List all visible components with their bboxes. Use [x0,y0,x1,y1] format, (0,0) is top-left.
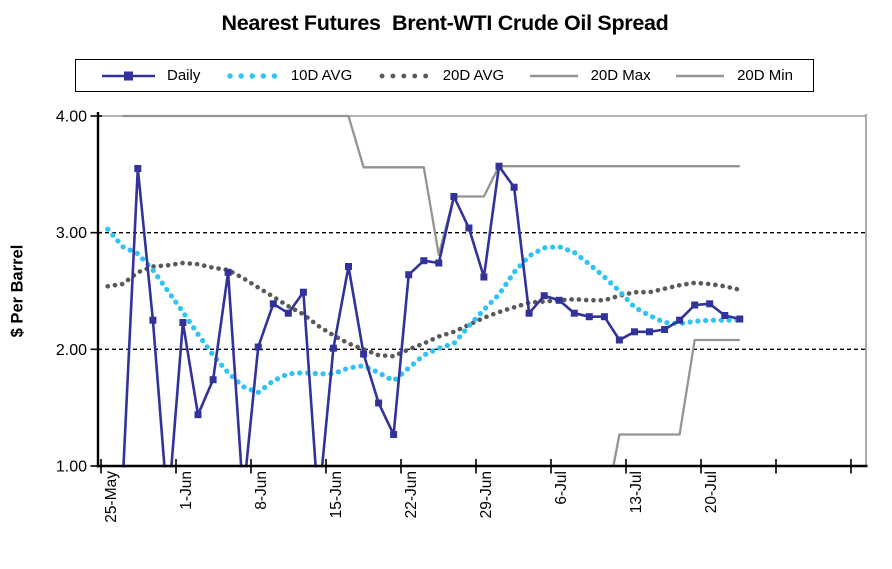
daily-marker [375,399,383,407]
daily-marker [555,296,563,304]
daily-marker [615,336,623,344]
daily-marker [345,263,352,270]
legend-label-20d-max: 20D Max [590,67,651,84]
daily-marker [209,376,217,384]
legend-item-20d-min: 20D Min [674,67,793,84]
legend-item-20d-avg: 20D AVG [376,67,504,84]
daily-marker [119,477,126,484]
daily-marker [254,343,262,351]
daily-marker [390,431,398,438]
series-10d-avg [105,226,743,396]
daily-marker [706,300,714,308]
legend-label-daily: Daily [167,67,201,84]
daily-marker [450,193,458,200]
chart-title: Nearest Futures Brent-WTI Crude Oil Spre… [221,11,669,35]
x-tick-label: 22-Jun [403,471,420,518]
daily-marker [224,268,232,276]
daily-marker [179,319,187,326]
legend-item-10d-avg: 10D AVG [224,67,352,84]
legend: Daily 10D AVG 20D AVG 20D Max 20D Min [75,59,814,92]
legend-item-20d-max: 20D Max [528,67,651,84]
daily-marker [315,502,322,509]
y-tick-label: 2.00 [56,342,87,359]
legend-label-10d-avg: 10D AVG [290,67,353,84]
daily-marker [149,316,157,324]
legend-item-daily: Daily [100,67,200,84]
daily-marker [570,309,578,317]
daily-marker [646,328,653,336]
x-tick-label: 15-Jun [328,471,345,518]
series-20d-max [122,114,740,256]
daily-marker [360,350,368,358]
x-tick-label: 13-Jul [628,471,645,513]
x-tick-label: 29-Jun [478,471,495,518]
daily-marker [495,162,503,170]
daily-marker [269,300,277,308]
daily-marker [435,259,443,267]
daily-marker [465,224,473,232]
daily-marker [721,312,729,319]
daily-marker [240,493,247,500]
series-group [105,114,744,514]
daily-marker [661,326,669,333]
x-tick-label: 25-May [103,471,120,523]
daily-marker [525,309,533,317]
x-tick-label: 20-Jul [703,471,720,513]
daily-marker [676,316,684,324]
daily-marker [329,344,337,352]
20d-max-series-swatch-icon [529,74,578,77]
daily-marker [510,183,518,191]
daily-marker [405,271,413,279]
daily-marker [194,411,202,419]
daily-marker [299,288,307,296]
daily-marker [284,309,292,317]
daily-marker [420,257,428,265]
legend-label-20d-avg: 20D AVG [442,67,505,84]
daily-series-swatch-icon [102,71,155,80]
series-20d-avg [105,260,743,359]
x-tick-label: 6-Jul [553,471,570,505]
y-tick-label: 4.00 [56,109,87,126]
daily-marker [164,507,171,514]
10d-avg-series-swatch-icon [227,72,278,79]
daily-marker [480,273,488,281]
daily-marker [600,313,608,321]
legend-label-20d-min: 20D Min [737,67,793,84]
daily-marker [631,328,638,336]
daily-marker [691,301,699,309]
daily-marker [540,292,548,300]
y-tick-label: 3.00 [56,225,87,242]
x-tick-label: 1-Jun [178,471,195,510]
daily-marker [736,315,744,323]
y-tick-label: 1.00 [56,459,87,476]
daily-marker [585,313,593,321]
daily-marker [134,165,142,172]
20d-avg-series-swatch-icon [379,73,429,78]
x-tick-label: 8-Jun [253,471,270,510]
20d-min-series-swatch-icon [676,74,725,77]
